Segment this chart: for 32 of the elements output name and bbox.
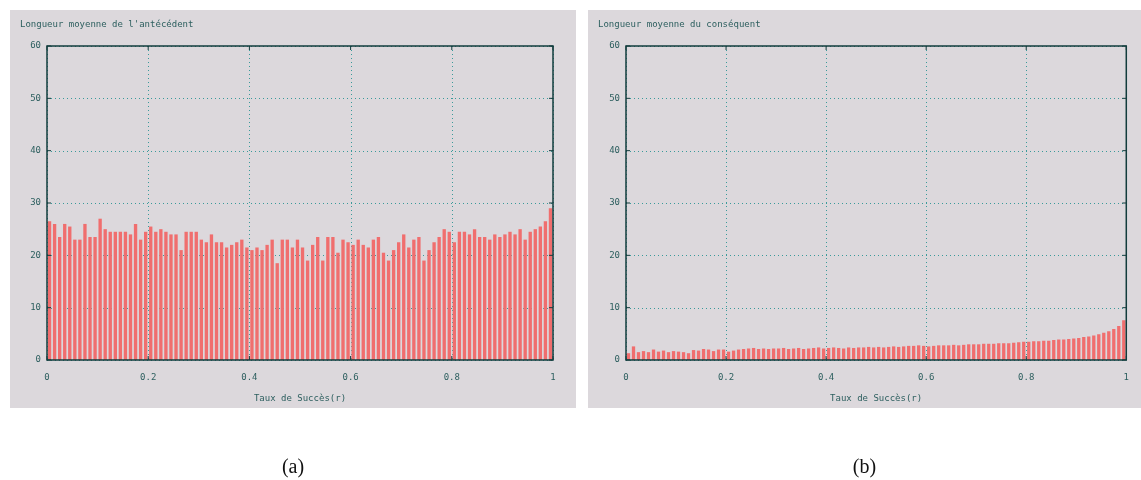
y-tick-label: 40 xyxy=(30,145,41,156)
y-tick-label: 30 xyxy=(609,197,620,208)
x-axis-title: Taux de Succès(r) xyxy=(830,393,923,404)
chart-title: Longueur moyenne de l'antécédent xyxy=(20,19,194,30)
y-tick-label: 10 xyxy=(609,302,620,313)
x-tick-label: 0 xyxy=(44,371,50,382)
y-tick-label: 30 xyxy=(30,197,41,208)
y-tick-label: 40 xyxy=(609,145,620,156)
x-tick-label: 0.8 xyxy=(443,371,460,382)
x-tick-label: 0.6 xyxy=(342,371,359,382)
y-tick-label: 50 xyxy=(609,92,620,103)
x-tick-label: 0.4 xyxy=(817,371,835,382)
x-tick-label: 1 xyxy=(550,371,556,382)
y-tick-label: 60 xyxy=(609,40,620,51)
y-tick-label: 50 xyxy=(30,92,41,103)
text: (a) xyxy=(280,454,306,478)
x-axis-title: Taux de Succès(r) xyxy=(253,393,347,404)
x-tick-label: 0.4 xyxy=(241,371,258,382)
y-tick-label: 20 xyxy=(30,249,41,260)
y-tick-label: 0 xyxy=(35,354,41,365)
y-tick-label: 20 xyxy=(609,249,620,260)
x-tick-label: 1 xyxy=(1123,371,1129,382)
x-tick-label: 0.6 xyxy=(918,371,935,382)
x-tick-label: 0.2 xyxy=(140,371,157,382)
y-tick-label: 60 xyxy=(30,40,41,51)
y-tick-label: 10 xyxy=(30,302,41,313)
text: (b) xyxy=(851,454,878,478)
x-tick-label: 0.2 xyxy=(717,371,735,382)
x-tick-label: 0 xyxy=(623,371,629,382)
x-tick-label: 0.8 xyxy=(1018,371,1035,382)
y-tick-label: 0 xyxy=(614,354,620,365)
chart-title: Longueur moyenne du conséquent xyxy=(598,19,761,30)
